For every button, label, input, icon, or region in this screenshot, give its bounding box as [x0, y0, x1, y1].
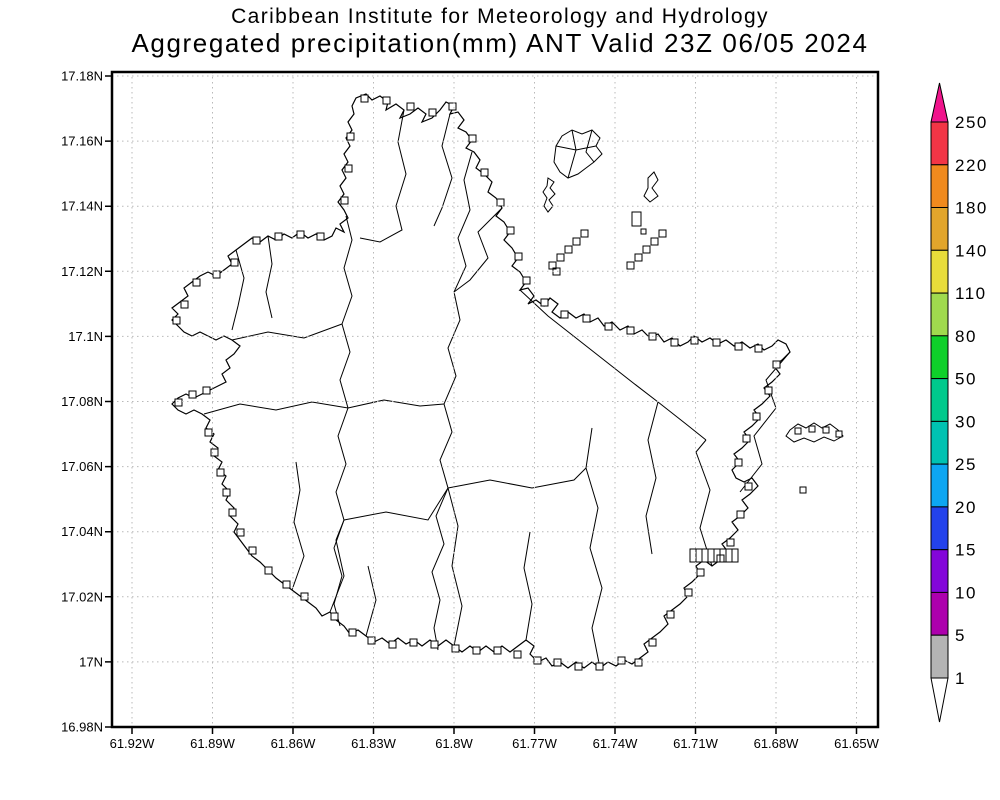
- offshore-islets: [542, 129, 844, 494]
- x-tick-label: 61.83W: [351, 736, 397, 751]
- colorbar-over-arrow: [930, 82, 949, 123]
- x-tick-label: 61.68W: [754, 736, 800, 751]
- colorbar-segment: [930, 420, 949, 465]
- page-title: Caribbean Institute for Meteorology and …: [231, 5, 769, 28]
- colorbar-segment: [930, 121, 949, 166]
- y-tick-label: 17.08N: [61, 394, 103, 409]
- colorbar-label: 220: [955, 156, 988, 175]
- colorbar-label: 30: [955, 412, 977, 431]
- watershed-boundaries: [203, 109, 791, 669]
- colorbar: [930, 82, 949, 723]
- colorbar-segment: [930, 164, 949, 209]
- x-tick-label: 61.71W: [673, 736, 719, 751]
- y-tick-label: 17.04N: [61, 524, 103, 539]
- axis-ticks: [105, 75, 858, 734]
- colorbar-label: 25: [955, 455, 977, 474]
- colorbar-segment: [930, 378, 949, 422]
- y-tick-label: 17.16N: [61, 134, 103, 149]
- x-tick-label: 61.8W: [435, 736, 473, 751]
- colorbar-label: 15: [955, 541, 977, 560]
- y-tick-label: 17.1N: [68, 329, 103, 344]
- y-tick-label: 17.14N: [61, 199, 103, 214]
- antigua-map: [171, 93, 844, 671]
- colorbar-label: 110: [955, 284, 987, 303]
- y-axis-labels: 17.18N 17.16N 17.14N 17.12N 17.1N 17.08N…: [61, 69, 103, 735]
- colorbar-segment: [930, 463, 949, 508]
- x-tick-label: 61.89W: [190, 736, 236, 751]
- y-tick-label: 17N: [79, 654, 103, 669]
- colorbar-segment: [930, 634, 949, 679]
- colorbar-label: 1: [955, 669, 966, 688]
- colorbar-segment: [930, 335, 949, 380]
- colorbar-segment: [930, 591, 949, 636]
- colorbar-label: 140: [955, 241, 988, 260]
- x-tick-label: 61.77W: [512, 736, 558, 751]
- page-subtitle: Aggregated precipitation(mm) ANT Valid 2…: [131, 28, 869, 58]
- colorbar-label: 50: [955, 370, 977, 389]
- coastal-cells: [172, 94, 843, 671]
- x-tick-label: 61.65W: [834, 736, 880, 751]
- y-tick-label: 16.98N: [61, 720, 103, 735]
- colorbar-label: 250: [955, 113, 988, 132]
- y-tick-label: 17.18N: [61, 69, 103, 84]
- y-tick-label: 17.06N: [61, 459, 103, 474]
- x-tick-label: 61.92W: [110, 736, 156, 751]
- plot-frame: [110, 70, 880, 729]
- x-axis-labels: 61.92W 61.89W 61.86W 61.83W 61.8W 61.77W…: [110, 736, 880, 751]
- colorbar-under-arrow: [930, 677, 949, 723]
- colorbar-segment: [930, 506, 949, 551]
- colorbar-labels: 250 220 180 140 110 80 50 30 25 20 15 10…: [955, 113, 988, 688]
- x-tick-label: 61.74W: [593, 736, 639, 751]
- colorbar-label: 5: [955, 626, 966, 645]
- y-tick-label: 17.12N: [61, 264, 103, 279]
- y-tick-label: 17.02N: [61, 589, 103, 604]
- colorbar-label: 180: [955, 199, 988, 218]
- colorbar-segment: [930, 549, 949, 594]
- colorbar-segment: [930, 249, 949, 294]
- colorbar-segment: [930, 207, 949, 251]
- colorbar-label: 80: [955, 327, 977, 346]
- x-tick-label: 61.86W: [271, 736, 317, 751]
- colorbar-segment: [930, 292, 949, 337]
- coastline-outline: [171, 93, 791, 669]
- colorbar-label: 10: [955, 583, 977, 602]
- colorbar-label: 20: [955, 498, 977, 517]
